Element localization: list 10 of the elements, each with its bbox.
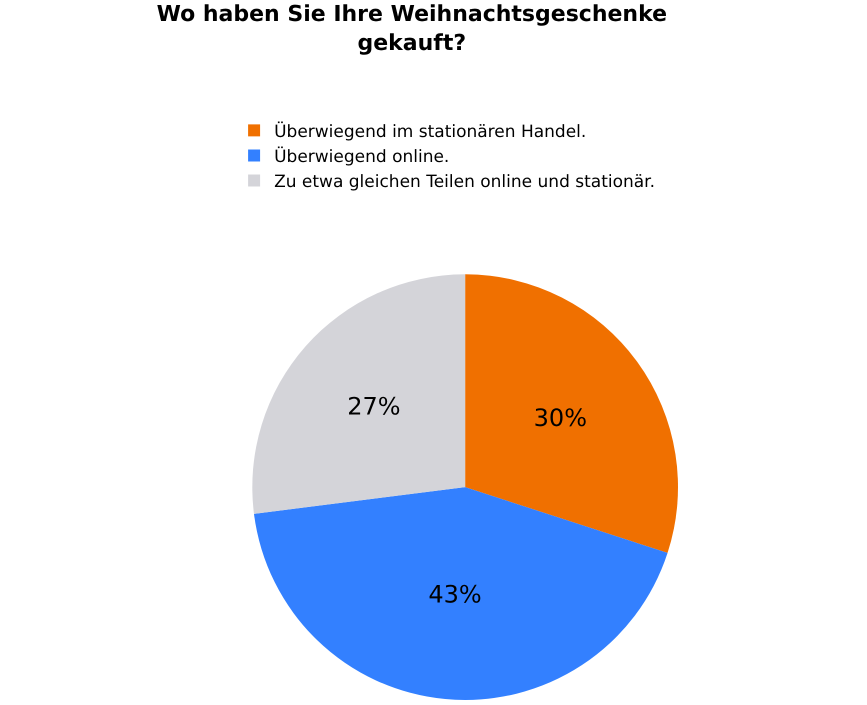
data-label: 30% — [534, 404, 588, 432]
data-label: 43% — [428, 580, 482, 608]
pie-slice — [465, 274, 678, 553]
legend-label: Zu etwa gleichen Teilen online und stationär. — [274, 172, 656, 192]
legend-label: Überwiegend online. — [274, 146, 450, 168]
data-label: 27% — [347, 392, 401, 421]
pie-slice — [254, 487, 668, 700]
legend-label: Überwiegend im stationären Handel. — [274, 120, 586, 142]
chart-title: Wo haben Sie Ihre Weihnachtsgeschenke gekauft? — [156, 2, 668, 56]
pie-slice — [252, 274, 466, 514]
